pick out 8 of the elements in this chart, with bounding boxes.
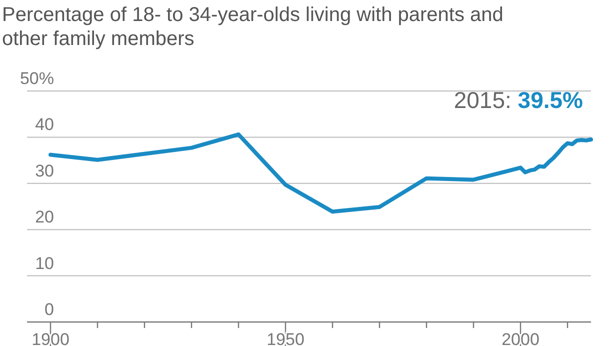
annotation: 2015: 39.5% <box>454 87 583 113</box>
y-tick-label: 20 <box>35 208 54 227</box>
y-tick-label: 0 <box>44 300 54 319</box>
y-tick-label: 10 <box>35 254 54 273</box>
chart-title: Percentage of 18- to 34-year-olds living with parents and other family members <box>2 4 504 50</box>
y-tick-label: 40 <box>35 115 54 134</box>
y-tick-label: 30 <box>35 161 54 180</box>
y-tick-label: 50% <box>20 69 54 88</box>
